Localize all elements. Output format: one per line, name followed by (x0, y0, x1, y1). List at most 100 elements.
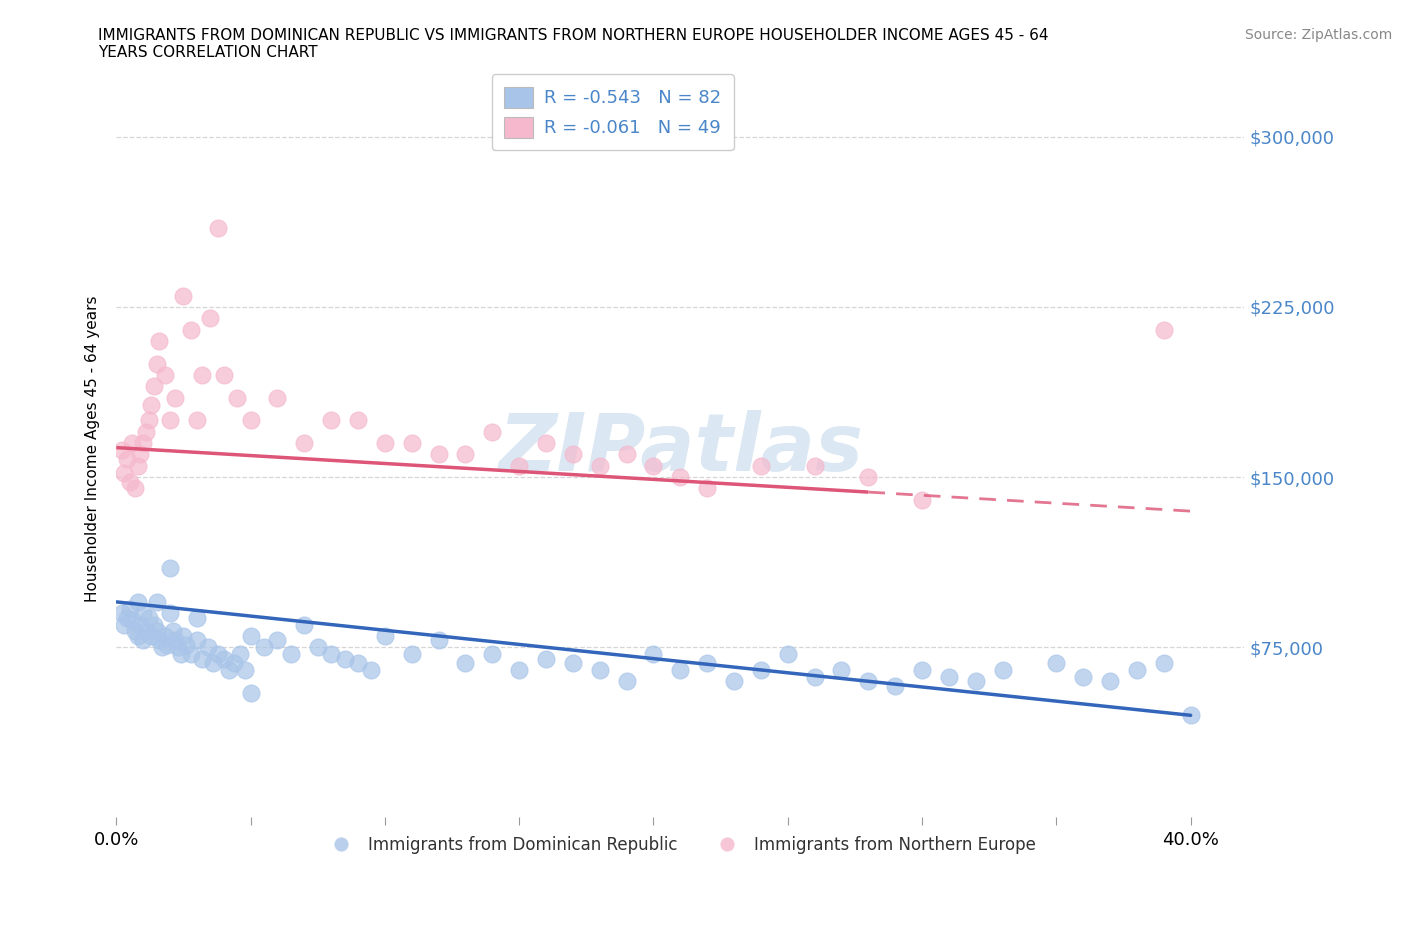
Point (226, 391, 249, 405)
Point (212, 367, 235, 382)
Point (200, 311, 222, 325)
Point (112, 465, 135, 480)
Point (218, 662, 240, 677)
Point (374, 435, 396, 450)
Text: Source: ZipAtlas.com: Source: ZipAtlas.com (1244, 28, 1392, 42)
Point (427, 447, 450, 462)
Point (156, 638, 179, 653)
Y-axis label: Householder Income Ages 45 - 64 years: Householder Income Ages 45 - 64 years (86, 296, 100, 602)
Text: ZIPatlas: ZIPatlas (498, 410, 863, 487)
Point (292, 435, 315, 450)
Point (172, 629, 194, 644)
Point (127, 458, 149, 473)
Point (589, 662, 612, 677)
Point (401, 646, 423, 661)
Point (965, 674, 987, 689)
Point (321, 413, 343, 428)
Point (150, 640, 173, 655)
Point (333, 651, 356, 666)
Point (121, 435, 143, 450)
Point (118, 474, 141, 489)
Point (124, 624, 146, 639)
Point (1045, 656, 1067, 671)
Point (1126, 662, 1149, 677)
Point (141, 397, 163, 412)
Point (696, 656, 718, 671)
Point (165, 633, 187, 648)
Point (239, 413, 262, 428)
Point (427, 633, 450, 648)
Point (360, 662, 382, 677)
Point (858, 674, 880, 689)
Point (266, 391, 288, 405)
Point (723, 674, 745, 689)
Point (191, 651, 214, 666)
Point (180, 322, 202, 337)
Point (186, 413, 208, 428)
Point (481, 646, 503, 661)
Point (589, 458, 612, 473)
Point (115, 610, 138, 625)
Point (508, 662, 530, 677)
Point (153, 367, 176, 382)
Point (508, 458, 530, 473)
Point (347, 656, 370, 671)
Point (292, 618, 315, 632)
Point (201, 656, 224, 671)
Point (1180, 708, 1202, 723)
Point (159, 561, 181, 576)
Point (135, 424, 157, 439)
Point (111, 443, 134, 458)
Point (938, 670, 960, 684)
Point (148, 334, 170, 349)
Point (124, 481, 146, 496)
Point (749, 662, 772, 677)
Point (749, 458, 772, 473)
Point (142, 618, 165, 632)
Point (253, 640, 276, 655)
Point (884, 678, 907, 693)
Point (1071, 670, 1094, 684)
Point (616, 447, 638, 462)
Point (121, 613, 143, 628)
Point (207, 220, 229, 235)
Point (115, 452, 138, 467)
Point (145, 356, 167, 371)
Point (142, 379, 165, 393)
Point (831, 662, 853, 677)
Point (170, 646, 193, 661)
Point (1153, 656, 1175, 671)
Point (803, 458, 825, 473)
Point (197, 640, 219, 655)
Point (145, 624, 167, 639)
Point (135, 624, 157, 639)
Point (153, 629, 176, 644)
Point (132, 435, 155, 450)
Point (616, 674, 638, 689)
Point (141, 629, 163, 644)
Point (207, 646, 229, 661)
Point (669, 662, 692, 677)
Point (224, 656, 246, 671)
Point (696, 481, 718, 496)
Point (858, 470, 880, 485)
Point (401, 435, 423, 450)
Point (229, 646, 252, 661)
Point (165, 391, 187, 405)
Point (138, 610, 160, 625)
Point (307, 640, 329, 655)
Point (534, 435, 557, 450)
Point (266, 633, 288, 648)
Point (172, 288, 194, 303)
Point (186, 633, 208, 648)
Point (911, 662, 934, 677)
Point (132, 605, 155, 620)
Point (239, 629, 262, 644)
Point (803, 670, 825, 684)
Point (374, 629, 396, 644)
Point (534, 651, 557, 666)
Point (643, 646, 665, 661)
Point (118, 602, 141, 617)
Point (1153, 322, 1175, 337)
Point (132, 633, 155, 648)
